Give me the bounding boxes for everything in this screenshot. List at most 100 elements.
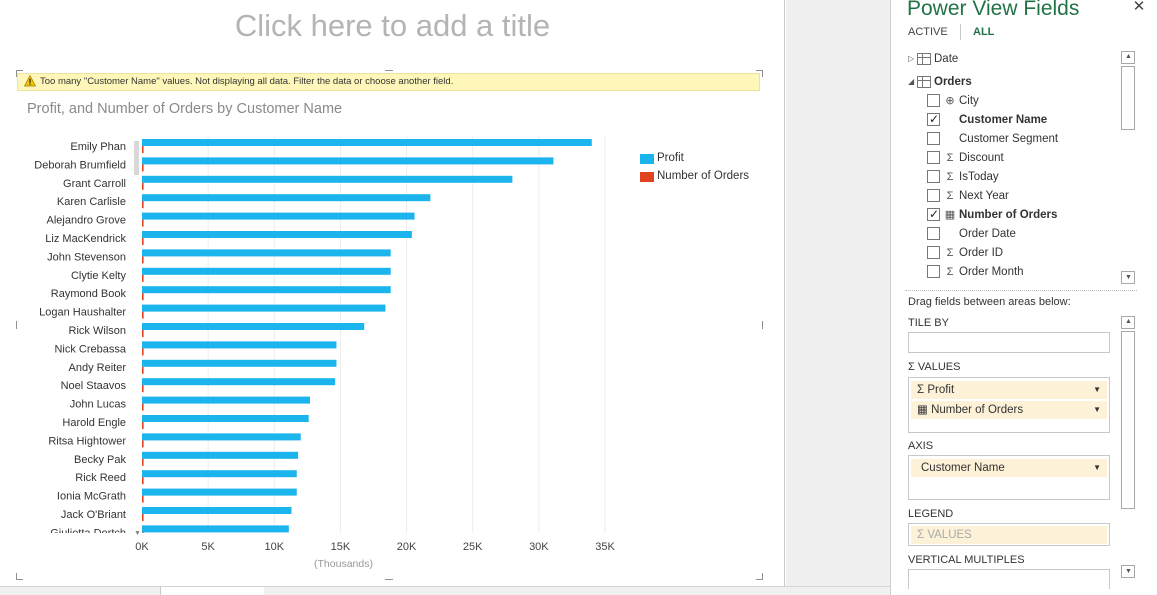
areas-scrollbar[interactable]: ▲ ▼ [1121, 316, 1137, 580]
bar-profit[interactable] [142, 396, 311, 404]
axis-item-customer-name[interactable]: Customer Name ▼ [911, 459, 1107, 477]
bar-number-of-orders[interactable] [142, 403, 144, 411]
scroll-up-button[interactable]: ▲ [1121, 316, 1135, 329]
bar-profit[interactable] [142, 451, 299, 459]
bar-profit[interactable] [142, 286, 391, 294]
bar-number-of-orders[interactable] [142, 274, 144, 282]
dropdown-arrow-icon[interactable]: ▼ [1093, 405, 1101, 414]
bar-profit[interactable] [142, 378, 336, 386]
bar-profit[interactable] [142, 525, 289, 533]
bar-number-of-orders[interactable] [142, 311, 144, 319]
bar-number-of-orders[interactable] [142, 440, 144, 448]
field-row[interactable]: Σ Order Month [927, 264, 1107, 280]
bar-number-of-orders[interactable] [142, 495, 144, 503]
bar-profit[interactable] [142, 231, 412, 238]
tab-all[interactable]: ALL [973, 26, 995, 38]
field-row[interactable]: ⊕ City [927, 93, 1107, 109]
bar-profit[interactable] [142, 415, 309, 422]
field-row[interactable]: Order Date [927, 226, 1107, 242]
bar-profit[interactable] [142, 157, 554, 165]
dropdown-arrow-icon[interactable]: ▼ [1093, 463, 1101, 472]
tile-by-drop-zone[interactable] [908, 332, 1110, 353]
values-item-profit[interactable]: Σ Profit ▼ [911, 381, 1107, 399]
bar-number-of-orders[interactable] [142, 385, 144, 393]
bar-chart[interactable]: 0K 5K 10K 15K 20K 25K 30K 35K (Thousands) Emily P… [0, 0, 785, 586]
values-item-number-of-orders[interactable]: ▦ Number of Orders ▼ [911, 401, 1107, 419]
frame-handle-bottom-right[interactable] [756, 573, 763, 580]
bar-number-of-orders[interactable] [142, 330, 144, 337]
table-date[interactable]: ▷ Date [908, 51, 1108, 67]
bar-profit[interactable] [142, 249, 391, 257]
field-checkbox[interactable] [927, 227, 940, 240]
bar-number-of-orders[interactable] [142, 219, 144, 227]
frame-handle-top-left[interactable] [16, 70, 23, 77]
bar-number-of-orders[interactable] [142, 293, 144, 301]
bar-profit[interactable] [142, 488, 297, 496]
bar-profit[interactable] [142, 194, 431, 202]
field-row[interactable]: ▦Number of Orders [927, 206, 1107, 223]
tab-active[interactable]: ACTIVE [908, 26, 948, 38]
scroll-down-button[interactable]: ▼ [1121, 565, 1135, 578]
bar-number-of-orders[interactable] [142, 182, 144, 190]
field-row[interactable]: Customer Name [927, 111, 1107, 128]
bar-number-of-orders[interactable] [142, 514, 144, 521]
frame-handle-top-right[interactable] [756, 70, 763, 77]
axis-drop-zone[interactable]: Customer Name ▼ [908, 455, 1110, 500]
bar-number-of-orders[interactable] [142, 164, 144, 172]
field-checkbox[interactable] [927, 206, 940, 222]
bar-number-of-orders[interactable] [142, 201, 144, 209]
frame-handle-top[interactable] [385, 70, 393, 71]
bar-profit[interactable] [142, 139, 592, 146]
bar-profit[interactable] [142, 304, 386, 312]
bar-number-of-orders[interactable] [142, 146, 144, 153]
sheet-tab[interactable] [160, 587, 264, 595]
field-checkbox[interactable] [927, 111, 940, 127]
field-row[interactable]: Σ IsToday [927, 169, 1107, 185]
frame-handle-left[interactable] [16, 321, 17, 329]
field-row[interactable]: Customer Segment [927, 131, 1107, 147]
field-checkbox[interactable] [927, 170, 940, 183]
scroll-thumb[interactable] [1121, 331, 1135, 509]
field-checkbox[interactable] [927, 132, 940, 145]
bar-number-of-orders[interactable] [142, 256, 144, 264]
expand-arrow-icon[interactable]: ▷ [908, 54, 915, 63]
bar-number-of-orders[interactable] [142, 477, 144, 485]
collapse-arrow-icon[interactable]: ◢ [908, 77, 915, 86]
bar-profit[interactable] [142, 175, 513, 183]
bar-number-of-orders[interactable] [142, 238, 144, 245]
field-checkbox[interactable] [927, 151, 940, 164]
values-drop-zone[interactable]: Σ Profit ▼ ▦ Number of Orders ▼ [908, 377, 1110, 433]
legend-drop-zone[interactable]: Σ VALUES [908, 523, 1110, 546]
bar-profit[interactable] [142, 341, 337, 349]
title-placeholder[interactable]: Click here to add a title [234, 8, 551, 43]
pane-divider[interactable] [905, 290, 1137, 291]
chart-scroll-thumb[interactable] [134, 141, 139, 175]
scroll-down-button[interactable]: ▼ [1121, 271, 1135, 284]
field-checkbox[interactable] [927, 189, 940, 202]
field-row[interactable]: Σ Discount [927, 150, 1107, 166]
dropdown-arrow-icon[interactable]: ▼ [1093, 385, 1101, 394]
scroll-up-button[interactable]: ▲ [1121, 51, 1135, 64]
chart-visual-frame[interactable] [16, 70, 763, 580]
scroll-thumb[interactable] [1121, 66, 1135, 130]
close-pane-button[interactable]: ✕ [1132, 0, 1146, 15]
bar-number-of-orders[interactable] [142, 422, 144, 429]
frame-handle-right[interactable] [762, 321, 763, 329]
bar-profit[interactable] [142, 507, 292, 514]
field-list-scrollbar[interactable]: ▲ ▼ [1121, 50, 1137, 286]
field-row[interactable]: Σ Next Year [927, 188, 1107, 204]
field-checkbox[interactable] [927, 265, 940, 278]
vertical-multiples-drop-zone[interactable] [908, 569, 1110, 589]
field-checkbox[interactable] [927, 246, 940, 259]
bar-number-of-orders[interactable] [142, 366, 144, 374]
bar-profit[interactable] [142, 359, 337, 367]
field-row[interactable]: Σ Order ID [927, 245, 1107, 261]
bar-profit[interactable] [142, 212, 415, 220]
bar-profit[interactable] [142, 267, 391, 275]
frame-handle-bottom-left[interactable] [16, 573, 23, 580]
frame-handle-bottom[interactable] [385, 579, 393, 580]
bar-profit[interactable] [142, 323, 365, 330]
bar-profit[interactable] [142, 470, 297, 478]
chart-scroll-down-icon[interactable]: ▼ [134, 530, 141, 537]
table-orders[interactable]: ◢ Orders [908, 74, 1108, 90]
